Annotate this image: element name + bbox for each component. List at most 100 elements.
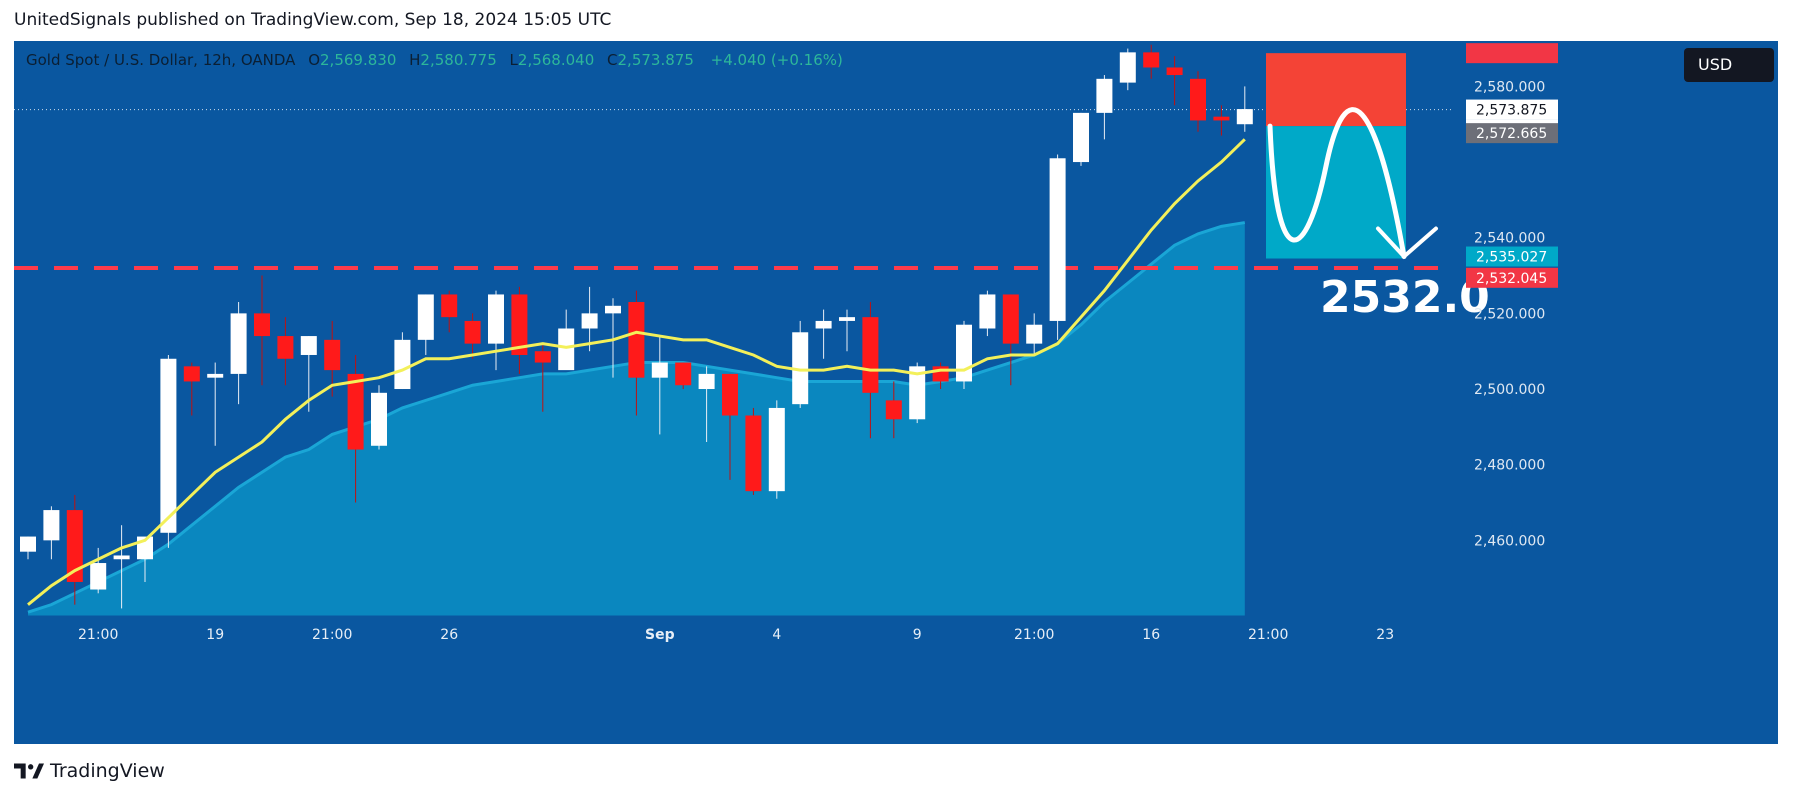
close-value: 2,573.875 [617,51,694,69]
candle-body [1002,294,1019,344]
candle-body [558,328,575,371]
price-tag-bg [1466,267,1558,288]
candle-body [1096,78,1113,113]
y-tick-label: 2,520.000 [1474,306,1545,322]
high-label: H [409,51,421,69]
candle-body [417,294,434,340]
candle-body [207,373,224,378]
stop-loss-zone [1266,53,1406,127]
x-tick-label: 23 [1376,627,1394,643]
x-tick-label: 26 [440,627,458,643]
tradingview-logo-icon [14,763,44,779]
candle-body [839,317,855,321]
price-tag-label: 2,535.027 [1476,250,1547,266]
low-label: L [509,51,518,69]
candle-body [1213,116,1230,121]
candle-body [722,373,738,416]
target-level-label: 2532.0 [1320,272,1490,323]
open-label: O [308,51,321,69]
high-value: 2,580.775 [420,51,497,69]
candle-body [488,294,504,344]
candle-body [628,302,645,378]
candle-body [909,366,926,420]
footer: TradingView [14,760,165,782]
indicator-area [28,222,1245,616]
candle-body [1049,158,1066,321]
projection-curve [1267,107,1407,260]
price-tag-bg [1466,246,1558,267]
candle-body [324,339,341,371]
y-tick-label: 2,580.000 [1474,79,1545,95]
candle-body [534,351,551,363]
candle-body [230,313,247,374]
candle-body [394,339,411,390]
candle-body [371,392,387,446]
price-tag-label: 2,573.875 [1476,103,1547,119]
y-tick-label: 2,460.000 [1474,533,1545,549]
candlestick-chart[interactable]: 2532.0 2,460.000 2,480.000 2,500.000 2,520.0… [14,41,1778,744]
x-tick-label: 21:00 [1014,627,1054,643]
candle-body [43,510,60,541]
candle-body [1073,112,1089,163]
y-tick-label: 2,540.000 [1474,231,1545,247]
candle-body [581,313,598,329]
low-value: 2,568.040 [517,51,595,69]
candle-body [768,407,785,492]
currency-button[interactable]: USD [1684,48,1774,82]
price-tag-bg [1466,99,1558,120]
candle-body [113,555,130,560]
candle-body [441,294,458,318]
x-tick-label: 9 [913,627,922,643]
candle-body [862,317,879,393]
candle-body [1119,52,1136,83]
candle-body [979,294,996,329]
price-tag-label: 2,572.665 [1476,126,1547,142]
x-tick-label: 16 [1142,627,1160,643]
candle-body [1166,67,1183,76]
candle-body [277,336,294,359]
candle-body [347,373,364,450]
candle-body [254,313,270,337]
price-tag-bg [1466,123,1558,144]
open-value: 2,569.830 [320,51,397,69]
moving-average-line [27,138,1246,606]
candle-body [745,415,762,492]
close-label: C [607,51,618,69]
symbol-label: Gold Spot / U.S. Dollar, 12h, OANDA [26,51,296,69]
candle-body [20,536,36,552]
candle-body [698,373,715,390]
x-tick-label: Sep [645,627,675,643]
candle-body [90,563,107,590]
candle-body [932,366,949,382]
projection-arrowhead [1376,226,1438,260]
candle-body [160,358,177,533]
candle-body [464,320,481,344]
candle-body [1190,78,1206,121]
candle-body [792,332,809,405]
ohlc-legend: Gold Spot / U.S. Dollar, 12h, OANDA O2,5… [26,51,843,69]
chart-panel[interactable]: 2532.0 2,460.000 2,480.000 2,500.000 2,520.0… [14,41,1778,744]
candle-body [300,336,317,355]
publisher-header: UnitedSignals published on TradingView.c… [14,10,612,30]
x-tick-label: 21:00 [78,627,118,643]
candle-body [511,294,528,355]
candle-body [605,305,621,314]
candle-body [66,510,83,582]
x-tick-label: 19 [206,627,224,643]
y-tick-label: 2,500.000 [1474,382,1545,398]
candle-body [815,320,832,329]
candle-body [1143,52,1160,68]
x-tick-label: 21:00 [312,627,352,643]
candle-body [885,400,902,420]
footer-brand: TradingView [50,760,165,782]
x-tick-label: 4 [772,627,781,643]
candle-body [183,366,200,382]
candle-body [651,362,668,378]
candle-body [675,362,692,386]
change-value: +4.040 (+0.16%) [710,51,843,69]
candle-body [956,324,972,382]
x-tick-label: 21:00 [1248,627,1288,643]
candle-body [1236,109,1253,125]
y-tick-label: 2,480.000 [1474,458,1545,474]
stop-price-tag [1466,43,1558,64]
